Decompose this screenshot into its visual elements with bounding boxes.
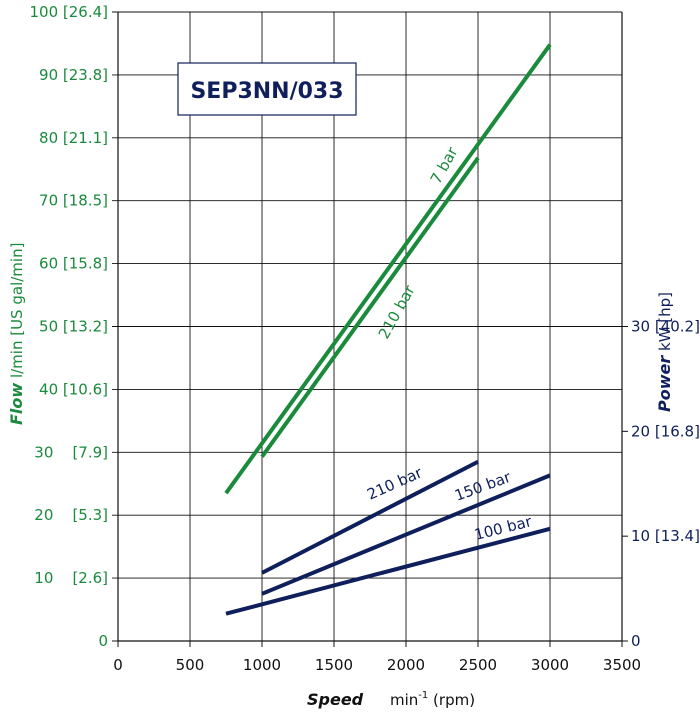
y-left-tick-label-50: 50 [13.2] (39, 318, 108, 336)
axes (112, 12, 628, 647)
y-axis-right-label-unit: kW [hp] (656, 292, 674, 356)
y-left-tick-label-20: 20 [5.3] (34, 506, 108, 524)
x-tick-label-3000: 3000 (531, 656, 569, 674)
y-left-tick-label-0: 0 (98, 632, 108, 650)
y-right-tick-label-10: 10 [13.4] (631, 527, 700, 545)
y-left-tick-label-30: 30 [7.9] (34, 443, 108, 461)
y-left-tick-label-40: 40 [10.6] (39, 380, 108, 398)
x-tick-label-2500: 2500 (459, 656, 497, 674)
x-tick-label-3500: 3500 (603, 656, 641, 674)
y-right-tick-label-20: 20 [16.8] (631, 422, 700, 440)
y-right-tick-label-0: 0 (631, 632, 641, 650)
power-line-100bar (225, 526, 551, 616)
y-axis-left-label-bold: Flow (7, 383, 26, 425)
series-lines (224, 43, 552, 616)
y-left-tick-label-90: 90 [23.8] (39, 66, 108, 84)
power-line-210bar (261, 459, 479, 575)
y-left-tick-label-100: 100 [26.4] (29, 3, 108, 21)
y-axis-left-label-unit: l/min [US gal/min] (8, 243, 26, 383)
x-tick-label-500: 500 (176, 656, 205, 674)
y-left-tick-label-10: 10 [2.6] (34, 569, 108, 587)
x-tick-label-1000: 1000 (243, 656, 281, 674)
power-line-150bar (261, 473, 551, 596)
chart-title: SEP3NN/033 (190, 79, 343, 104)
series-label-power-210bar: 210 bar (364, 463, 425, 503)
x-axis-unit-prefix: min (390, 691, 418, 709)
x-axis-unit-sup: -1 (418, 690, 428, 701)
x-axis-label-bold: Speed (307, 690, 364, 709)
tick-labels: 0 500 1000 1500 2000 2500 3000 3500 0 10 [2.6] 20 … (29, 3, 699, 674)
grid (112, 11, 623, 641)
y-left-tick-label-70: 70 [18.5] (39, 192, 108, 210)
flow-line-210bar (260, 156, 480, 458)
series-label-flow-7bar: 7 bar (427, 143, 462, 187)
x-tick-label-2000: 2000 (387, 656, 425, 674)
y-axis-right-label: Power kW [hp] (655, 292, 674, 412)
x-tick-label-0: 0 (113, 656, 123, 674)
flow-line-7bar (224, 43, 552, 495)
y-axis-right-label-bold: Power (655, 355, 674, 412)
title-box (177, 62, 357, 116)
y-right-tick-label-30: 30 [40.2] (631, 318, 700, 336)
y-axis-left-label: Flow l/min [US gal/min] (7, 243, 26, 425)
x-axis-label-unit: min-1 (rpm) (390, 690, 475, 709)
x-axis-unit-suffix: (rpm) (428, 691, 475, 709)
x-tick-label-1500: 1500 (315, 656, 353, 674)
y-left-tick-label-60: 60 [15.8] (39, 255, 108, 273)
series-label-power-150bar: 150 bar (452, 468, 514, 505)
y-left-tick-label-80: 80 [21.1] (39, 129, 108, 147)
